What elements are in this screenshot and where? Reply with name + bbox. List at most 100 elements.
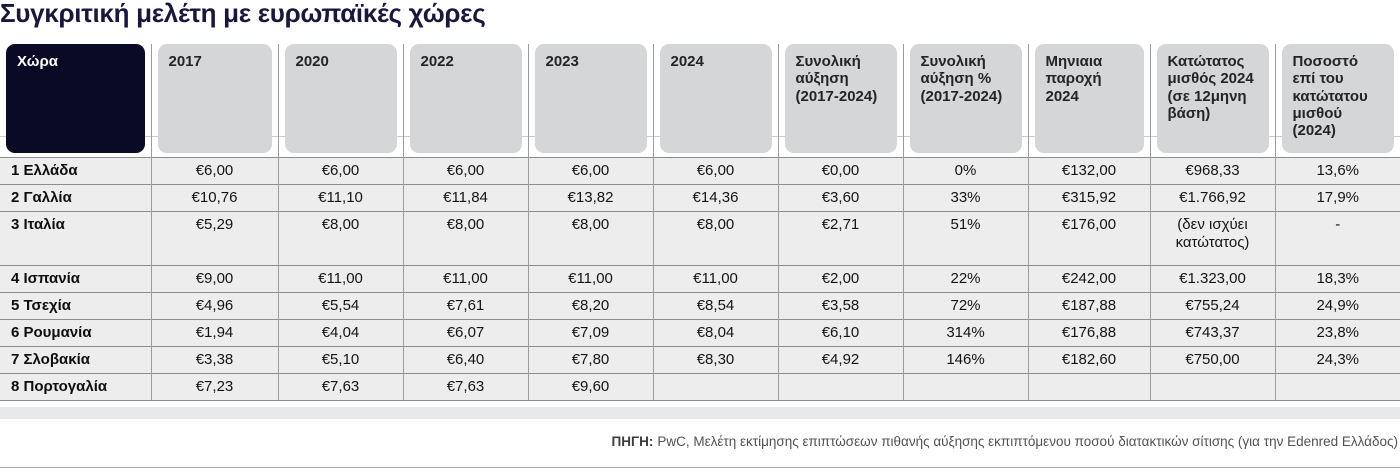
value-cell: €4,92	[778, 346, 904, 374]
value-cell	[778, 373, 904, 401]
value-cell: €2,00	[778, 265, 904, 293]
value-cell: -	[1275, 211, 1400, 266]
value-cell: €176,88	[1028, 319, 1151, 347]
value-cell: 24,3%	[1275, 346, 1400, 374]
header-box: Μηνιαια παροχή 2024	[1034, 44, 1144, 153]
col-header-8: Μηνιαια παροχή 2024	[1028, 44, 1151, 158]
value-cell: €7,23	[151, 373, 279, 401]
col-header-5: 2024	[653, 44, 779, 158]
value-cell: €10,76	[151, 184, 279, 212]
value-cell: (δεν ισχύει κατώτατος)	[1150, 211, 1276, 266]
value-cell: €5,54	[278, 292, 404, 320]
value-cell: €4,96	[151, 292, 279, 320]
value-cell: €6,07	[403, 319, 529, 347]
table-row: 8 Πορτογαλία €7,23 €7,63 €7,63 €9,60	[0, 373, 1400, 401]
value-cell	[1150, 373, 1276, 401]
value-cell: €9,60	[528, 373, 654, 401]
value-cell: 23,8%	[1275, 319, 1400, 347]
country-cell: 3 Ιταλία	[0, 211, 152, 266]
value-cell	[1028, 373, 1151, 401]
value-cell: €8,30	[653, 346, 779, 374]
value-cell: €7,63	[278, 373, 404, 401]
value-cell	[1275, 373, 1400, 401]
value-cell: 24,9%	[1275, 292, 1400, 320]
value-cell: 51%	[903, 211, 1029, 266]
col-header-0: Χώρα	[0, 44, 152, 158]
value-cell: €0,00	[778, 157, 904, 185]
value-cell: €6,10	[778, 319, 904, 347]
col-header-10: Ποσοστό επί του κατώτατου μισθού (2024)	[1275, 44, 1400, 158]
value-cell: €4,04	[278, 319, 404, 347]
header-box: 2024	[659, 44, 772, 153]
value-cell: €13,82	[528, 184, 654, 212]
table-row: 7 Σλοβακία €3,38 €5,10 €6,40 €7,80 €8,30 €4,92…	[0, 346, 1400, 374]
value-cell: 146%	[903, 346, 1029, 374]
value-cell: 22%	[903, 265, 1029, 293]
value-cell: €182,60	[1028, 346, 1151, 374]
value-cell: €6,00	[278, 157, 404, 185]
table-row: 6 Ρουμανία €1,94 €4,04 €6,07 €7,09 €8,04 €6,10…	[0, 319, 1400, 347]
value-cell: €8,00	[653, 211, 779, 266]
value-cell: €2,71	[778, 211, 904, 266]
header-box: Συνολική αύξηση (2017-2024)	[784, 44, 897, 153]
col-header-3: 2022	[403, 44, 529, 158]
value-cell: 0%	[903, 157, 1029, 185]
value-cell: €6,00	[653, 157, 779, 185]
value-cell: €7,80	[528, 346, 654, 374]
value-cell: €3,60	[778, 184, 904, 212]
header-box: 2023	[534, 44, 647, 153]
header-box: Κατώτατος μισθός 2024 (σε 12μηνη βάση)	[1156, 44, 1269, 153]
source-text: PwC, Μελέτη εκτίμησης επιπτώσεων πιθανής…	[657, 434, 1398, 449]
country-cell: 5 Τσεχία	[0, 292, 152, 320]
value-cell: 314%	[903, 319, 1029, 347]
value-cell: €11,00	[528, 265, 654, 293]
value-cell: €8,04	[653, 319, 779, 347]
col-header-9: Κατώτατος μισθός 2024 (σε 12μηνη βάση)	[1150, 44, 1276, 158]
value-cell: €8,00	[528, 211, 654, 266]
col-header-6: Συνολική αύξηση (2017-2024)	[778, 44, 904, 158]
value-cell: €7,63	[403, 373, 529, 401]
value-cell: €132,00	[1028, 157, 1151, 185]
value-cell: €176,00	[1028, 211, 1151, 266]
value-cell	[903, 373, 1029, 401]
table-row: 5 Τσεχία €4,96 €5,54 €7,61 €8,20 €8,54 €3,58 72…	[0, 292, 1400, 320]
country-cell: 8 Πορτογαλία	[0, 373, 152, 401]
value-cell: €968,33	[1150, 157, 1276, 185]
value-cell: 18,3%	[1275, 265, 1400, 293]
value-cell	[653, 373, 779, 401]
page-title: Συγκριτική μελέτη με ευρωπαϊκές χώρες	[0, 0, 486, 28]
bottom-divider	[0, 467, 1400, 468]
value-cell: €187,88	[1028, 292, 1151, 320]
value-cell: €750,00	[1150, 346, 1276, 374]
value-cell: €6,40	[403, 346, 529, 374]
value-cell: €14,36	[653, 184, 779, 212]
value-cell: €6,00	[403, 157, 529, 185]
value-cell: €7,09	[528, 319, 654, 347]
value-cell: €1.323,00	[1150, 265, 1276, 293]
value-cell: €9,00	[151, 265, 279, 293]
header-box: 2022	[409, 44, 522, 153]
header-box: 2017	[157, 44, 272, 153]
value-cell: €8,00	[278, 211, 404, 266]
country-cell: 7 Σλοβακία	[0, 346, 152, 374]
country-cell: 2 Γαλλία	[0, 184, 152, 212]
value-cell: €6,00	[151, 157, 279, 185]
value-cell: 13,6%	[1275, 157, 1400, 185]
col-header-2: 2020	[278, 44, 404, 158]
table-row: 2 Γαλλία €10,76 €11,10 €11,84 €13,82 €14,36 €3…	[0, 184, 1400, 212]
value-cell: €6,00	[528, 157, 654, 185]
header-box: Συνολική αύξηση % (2017-2024)	[909, 44, 1022, 153]
country-cell: 4 Ισπανία	[0, 265, 152, 293]
value-cell: €8,20	[528, 292, 654, 320]
country-cell: 6 Ρουμανία	[0, 319, 152, 347]
value-cell: €11,10	[278, 184, 404, 212]
value-cell: €8,00	[403, 211, 529, 266]
table-row: 3 Ιταλία €5,29 €8,00 €8,00 €8,00 €8,00 €2,71 51…	[0, 211, 1400, 266]
source-label: ΠΗΓΗ:	[611, 434, 654, 449]
value-cell: €7,61	[403, 292, 529, 320]
value-cell: €11,00	[653, 265, 779, 293]
country-cell: 1 Ελλάδα	[0, 157, 152, 185]
header-box: 2020	[284, 44, 397, 153]
table-header-row: Χώρα 2017 2020 2022 2023 2024 Συνολική αύξηση …	[0, 44, 1400, 158]
value-cell: €11,00	[278, 265, 404, 293]
